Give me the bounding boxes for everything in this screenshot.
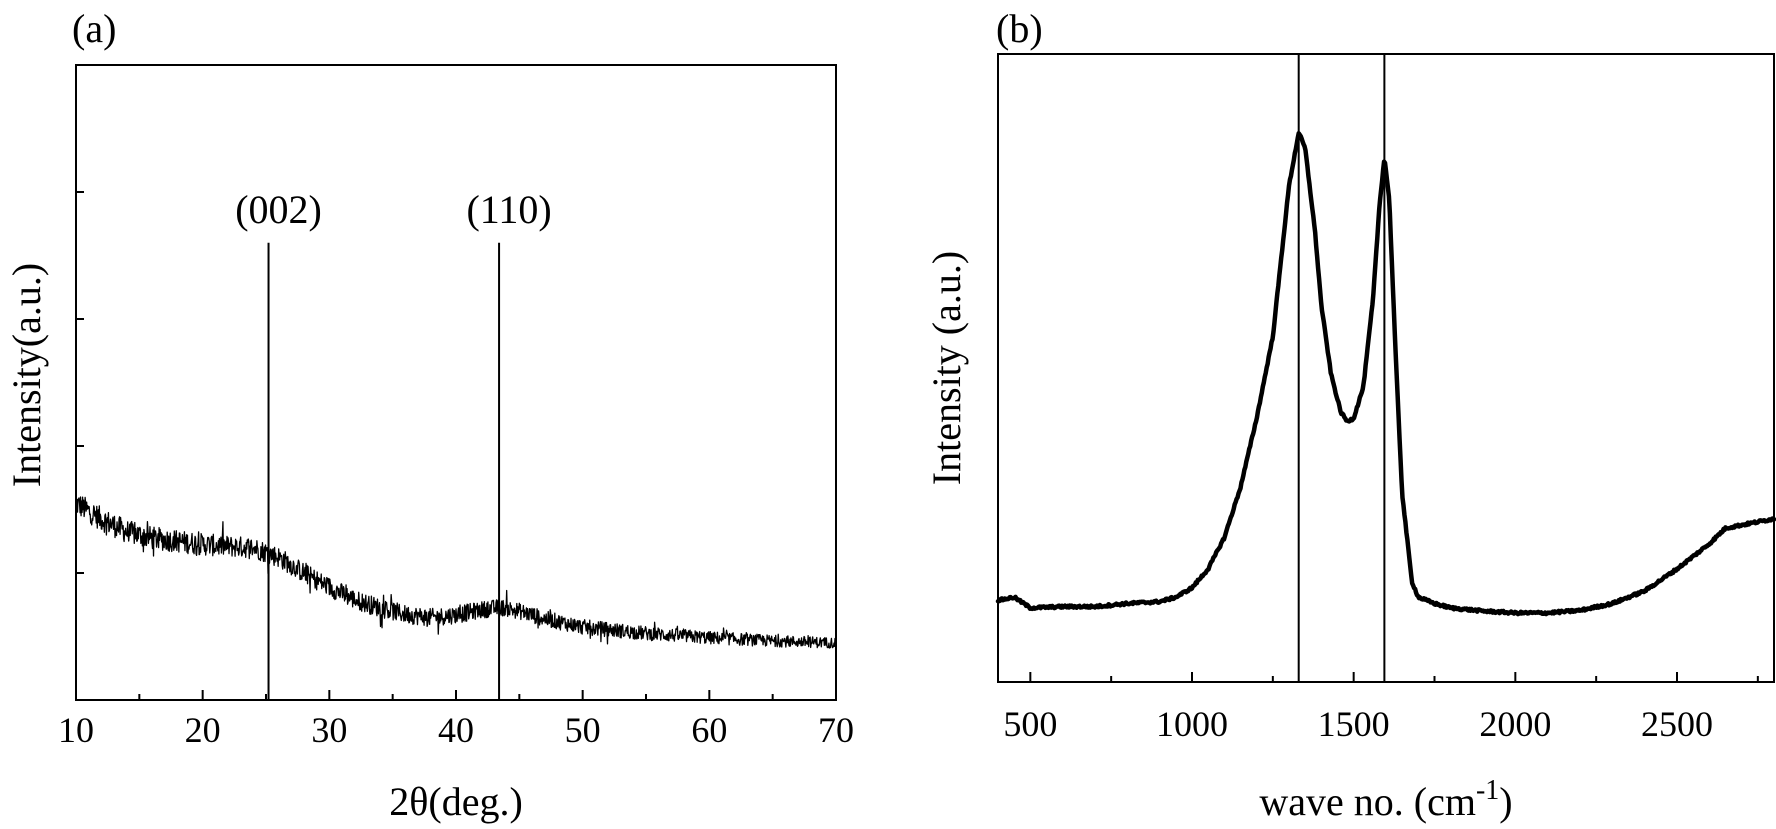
panel-a-x-axis-label: 2θ(deg.) bbox=[389, 779, 523, 824]
panel-b-x-axis-label-sup: -1 bbox=[1476, 775, 1499, 806]
x-tick-label: 40 bbox=[438, 710, 474, 750]
x-tick-label: 1000 bbox=[1156, 704, 1228, 744]
panel-a-y-ticks bbox=[76, 64, 84, 574]
panel-a-y-axis-label: Intensity(a.u.) bbox=[4, 263, 49, 487]
panel-b-x-tick-labels: 500 1000 1500 2000 2500 bbox=[1003, 704, 1713, 744]
panel-a-label: (a) bbox=[72, 6, 116, 51]
x-tick-label: 10 bbox=[58, 710, 94, 750]
x-tick-label: 500 bbox=[1003, 704, 1057, 744]
panel-a-peak-annotations: (002) (110) bbox=[235, 187, 552, 700]
x-tick-label: 30 bbox=[311, 710, 347, 750]
x-tick-label: 2000 bbox=[1479, 704, 1551, 744]
x-tick-label: 20 bbox=[185, 710, 221, 750]
x-tick-label: 60 bbox=[691, 710, 727, 750]
panel-b-x-axis-label-end: ) bbox=[1499, 779, 1512, 824]
panel-b-y-axis-label: Intensity (a.u.) bbox=[924, 251, 969, 485]
panel-b: (b) 500 1000 1500 2000 2500 wave no. (cm-1) … bbox=[924, 6, 1776, 824]
panel-b-x-axis-label-main: wave no. (cm bbox=[1259, 779, 1476, 824]
panel-a-x-tick-labels: 10 20 30 40 50 60 70 bbox=[58, 710, 854, 750]
panel-b-label: (b) bbox=[996, 6, 1043, 51]
panel-a-x-ticks bbox=[75, 690, 837, 700]
panel-a-xrd-series-line bbox=[75, 496, 837, 649]
peak-label: (002) bbox=[235, 187, 322, 232]
panel-a: (a) 10 20 30 40 50 60 70 2θ(deg.) Intensity(a.… bbox=[4, 6, 854, 824]
x-tick-label: 2500 bbox=[1641, 704, 1713, 744]
panel-b-x-ticks bbox=[1029, 672, 1759, 682]
panel-b-frame bbox=[997, 53, 1775, 683]
panel-b-reference-lines bbox=[1297, 54, 1386, 682]
peak-label: (110) bbox=[466, 187, 551, 232]
x-tick-label: 50 bbox=[565, 710, 601, 750]
panel-a-frame bbox=[75, 64, 837, 701]
panel-b-x-axis-label: wave no. (cm-1) bbox=[1259, 775, 1512, 824]
panel-b-raman-series-line bbox=[995, 131, 1776, 617]
x-tick-label: 70 bbox=[818, 710, 854, 750]
x-tick-label: 1500 bbox=[1318, 704, 1390, 744]
